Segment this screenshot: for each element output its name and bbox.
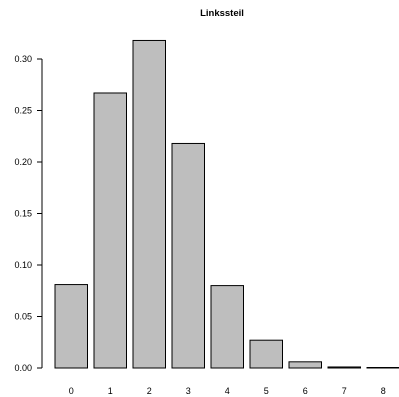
x-tick-label: 7 [342,386,347,396]
chart-title: Linkssteil [200,8,244,19]
bar-1 [93,92,127,369]
x-tick-label: 3 [186,386,191,396]
bar-6 [288,361,322,369]
x-tick-label: 5 [264,386,269,396]
y-tick-label: 0.10 [14,260,32,270]
bar-3 [171,142,205,369]
x-tick-label: 8 [381,386,386,396]
x-tick-label: 0 [69,386,74,396]
x-tick-label: 6 [303,386,308,396]
x-tick-label: 4 [225,386,230,396]
y-tick-label: 0.25 [14,106,32,116]
y-tick-label: 0.20 [14,157,32,167]
y-tick-label: 0.05 [14,312,32,322]
bar-8 [366,367,399,369]
bars [54,39,399,369]
bar-2 [132,39,166,369]
bar-4 [210,285,244,369]
y-axis: 0.00 0.05 0.10 0.15 0.20 0.25 0.30 [14,54,43,373]
bar-0 [54,284,88,369]
bar-5 [249,339,283,369]
bar-7 [327,366,361,369]
x-tick-label: 1 [108,386,113,396]
x-tick-label: 2 [147,386,152,396]
x-tick-labels: 0 1 2 3 4 5 6 7 8 [69,386,386,396]
y-tick-label: 0.00 [14,363,32,373]
y-tick-label: 0.15 [14,209,32,219]
y-tick-label: 0.30 [14,54,32,64]
